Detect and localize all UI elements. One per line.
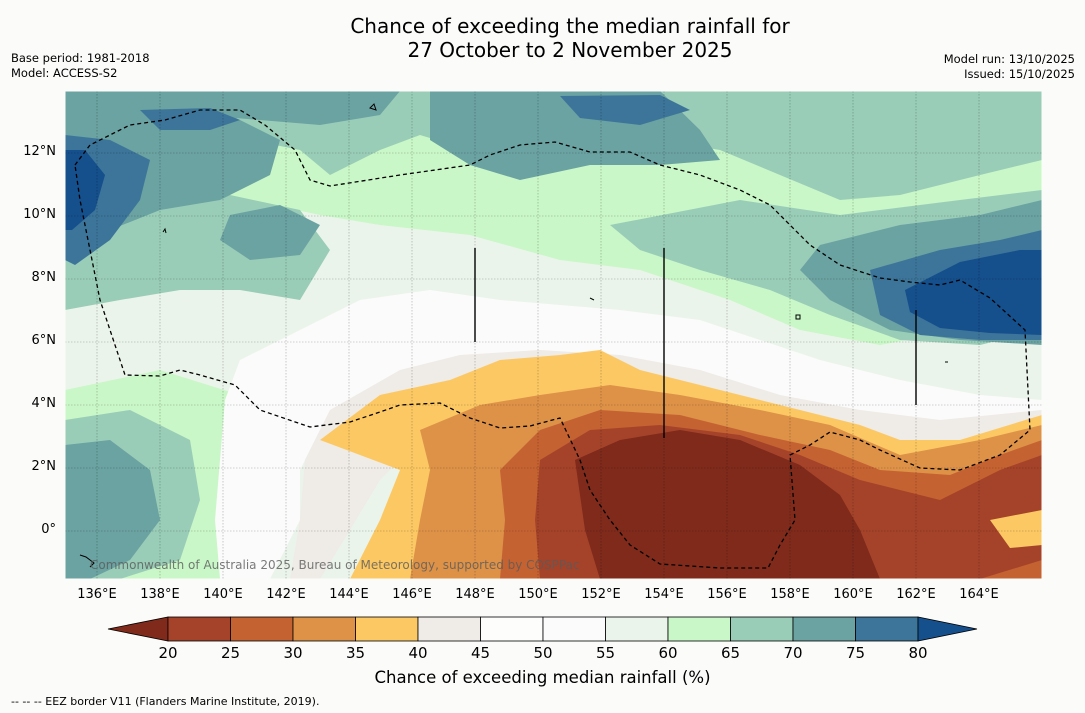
- colorbar-segment: [355, 616, 419, 642]
- colorbar-segment: [230, 616, 294, 642]
- lon-label: 154°E: [644, 587, 684, 602]
- colorbar-arrow-low: [107, 616, 169, 642]
- lat-label: 4°N: [31, 396, 57, 411]
- colorbar-segment: [667, 616, 731, 642]
- rainfall-probability-map: [65, 91, 1042, 579]
- model-name: Model: ACCESS-S2: [11, 66, 118, 80]
- lon-label: 164°E: [959, 587, 999, 602]
- map-frame: [64, 90, 1043, 580]
- colorbar-segment: [480, 616, 544, 642]
- lon-label: 144°E: [329, 587, 369, 602]
- lon-label: 136°E: [77, 587, 117, 602]
- colorbar-arrow-high: [917, 616, 978, 642]
- lon-label: 156°E: [707, 587, 747, 602]
- colorbar-segment: [542, 616, 606, 642]
- lat-label: 10°N: [23, 207, 56, 222]
- issued-date: Issued: 15/10/2025: [964, 67, 1075, 81]
- band-over-80-nw: [65, 150, 105, 230]
- lon-label: 138°E: [140, 587, 180, 602]
- colorbar-tick-label: 30: [283, 644, 303, 662]
- band-70-75-north: [65, 91, 400, 140]
- lon-label: 160°E: [833, 587, 873, 602]
- band-70-75-sw: [65, 440, 160, 579]
- base-period: Base period: 1981-2018: [11, 51, 150, 65]
- colorbar-tick-label: 65: [720, 644, 741, 662]
- title-line-1: Chance of exceeding the median rainfall …: [350, 14, 790, 38]
- colorbar-segment: [417, 616, 481, 642]
- lat-label: 2°N: [31, 459, 57, 474]
- map-title: Chance of exceeding the median rainfall …: [0, 14, 1085, 62]
- island-marks: [79, 103, 948, 568]
- band-70-75-mid: [220, 205, 320, 260]
- lon-label: 152°E: [581, 587, 621, 602]
- colorbar-tick-label: 75: [845, 644, 866, 662]
- band-under-20: [575, 430, 880, 579]
- lat-label: 6°N: [31, 333, 57, 348]
- lon-label: 140°E: [203, 587, 243, 602]
- colorbar-tick-label: 40: [408, 644, 428, 662]
- lat-label: 0°: [41, 522, 56, 537]
- title-line-2: 27 October to 2 November 2025: [407, 38, 733, 62]
- colorbar-segment: [292, 616, 356, 642]
- lon-label: 146°E: [392, 587, 432, 602]
- band-75-80-ne: [560, 95, 690, 125]
- meta-right: Model run: 13/10/2025 Issued: 15/10/2025: [944, 52, 1075, 82]
- colorbar-segment: [855, 616, 919, 642]
- colorbar-segment: [167, 616, 231, 642]
- lon-label: 162°E: [896, 587, 936, 602]
- lat-label: 12°N: [23, 144, 56, 159]
- colorbar-tick-label: 20: [158, 644, 178, 662]
- lon-label: 142°E: [266, 587, 306, 602]
- colorbar: [107, 616, 978, 642]
- colorbar-tick-label: 25: [220, 644, 241, 662]
- colorbar-tick-label: 35: [345, 644, 366, 662]
- colorbar-tick-label: 50: [533, 644, 553, 662]
- colorbar-tick-label: 60: [658, 644, 678, 662]
- band-75-80-n: [140, 108, 240, 130]
- band-over-80-e: [905, 250, 1042, 335]
- colorbar-tick-label: 55: [595, 644, 616, 662]
- eez-border: [74, 109, 1031, 569]
- colorbar-segment: [730, 616, 794, 642]
- model-run: Model run: 13/10/2025: [943, 52, 1075, 66]
- lat-label: 8°N: [31, 270, 57, 285]
- colorbar-tick-label: 70: [783, 644, 803, 662]
- colorbar-tick-label: 45: [470, 644, 491, 662]
- eez-footnote: -- -- -- EEZ border V11 (Flanders Marine…: [11, 695, 320, 708]
- colorbar-title: Chance of exceeding median rainfall (%): [374, 668, 711, 687]
- colorbar-segment: [605, 616, 669, 642]
- lon-label: 158°E: [770, 587, 810, 602]
- credit-text: Commonwealth of Australia 2025, Bureau o…: [90, 558, 580, 572]
- band-45-55-center: [215, 290, 1042, 579]
- colorbar-tick-label: 80: [908, 644, 928, 662]
- meta-left: Base period: 1981-2018 Model: ACCESS-S2: [11, 51, 150, 81]
- lon-label: 150°E: [518, 587, 558, 602]
- colorbar-segment: [792, 616, 856, 642]
- lon-label: 148°E: [455, 587, 495, 602]
- band-35-40-se: [990, 510, 1042, 548]
